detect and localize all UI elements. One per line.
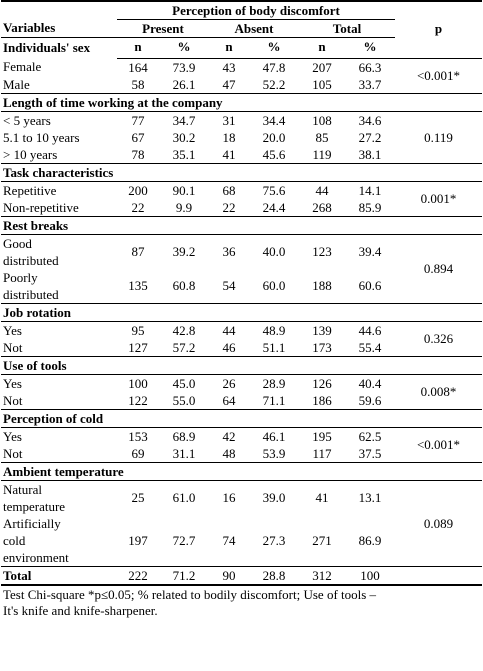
table-row: Poorly 135 60.8 54 60.0 188 60.6 bbox=[3, 269, 382, 294]
p-value: 0.119 bbox=[424, 129, 453, 145]
table-row: Good 87 39.2 36 40.0 123 39.4 0.894 bbox=[1, 235, 482, 277]
p-value: 0.001* bbox=[420, 191, 457, 206]
table-row-total: Total 222 71.2 90 28.8 312 100 bbox=[1, 566, 482, 586]
header-pct: % bbox=[267, 38, 281, 54]
section-cold: Perception of cold bbox=[1, 409, 482, 428]
discomfort-table: Perception of body discomfort Variables … bbox=[1, 0, 482, 586]
table-row: Yes 100 45.0 26 28.9 126 40.4 0.008* bbox=[1, 375, 482, 400]
section-length: Length of time working at the company bbox=[1, 93, 482, 112]
p-value: <0.001* bbox=[416, 437, 461, 452]
section-task: Task characteristics bbox=[1, 163, 482, 182]
header-n: n bbox=[318, 38, 326, 54]
table-row: Male 58 26.1 47 52.2 105 33.7 bbox=[3, 76, 382, 92]
table-row: Yes 153 68.9 42 46.1 195 62.5 <0.001* bbox=[1, 428, 482, 453]
header-variables: Variables bbox=[3, 20, 56, 36]
p-value: 0.089 bbox=[423, 515, 454, 531]
p-value: 0.326 bbox=[423, 331, 454, 346]
table-row: Not 122 55.0 64 71.1 186 59.6 bbox=[3, 392, 382, 408]
section-ambient: Ambient temperature bbox=[1, 462, 482, 481]
table-row: > 10 years 78 35.1 41 45.6 119 38.1 bbox=[3, 146, 382, 162]
p-value: 0.008* bbox=[420, 384, 457, 399]
table-row: < 5 years 77 34.7 31 34.4 108 34.6 0.119 bbox=[1, 112, 482, 145]
section-tools: Use of tools bbox=[1, 356, 482, 375]
p-value: 0.894 bbox=[423, 261, 454, 276]
footnote: Test Chi-square *p≤0.05; % related to bo… bbox=[3, 587, 377, 618]
table-row: Non-repetitive 22 9.9 22 24.4 268 85.9 bbox=[3, 199, 382, 215]
header-pct: % bbox=[177, 38, 191, 54]
table-row: 5.1 to 10 years 67 30.2 18 20.0 85 27.2 bbox=[3, 129, 382, 145]
header-absent: Absent bbox=[209, 19, 299, 38]
header-n: n bbox=[225, 38, 233, 54]
table-row: Yes 95 42.8 44 48.9 139 44.6 0.326 bbox=[1, 322, 482, 347]
section-individuals-sex: Individuals' sex bbox=[1, 37, 117, 59]
table-row: Not 127 57.2 46 51.1 173 55.4 bbox=[3, 339, 382, 355]
section-rest: Rest breaks bbox=[1, 216, 482, 235]
header-p: p bbox=[434, 20, 443, 36]
header-perception: Perception of body discomfort bbox=[117, 0, 395, 20]
table-row: Artificially 197 72.7 74 27.3 271 86.9 bbox=[3, 515, 382, 548]
section-job: Job rotation bbox=[1, 303, 482, 322]
header-present: Present bbox=[117, 19, 209, 38]
table-row: Female 164 73.9 43 47.8 207 66.3 <0.001* bbox=[1, 59, 482, 83]
p-value: <0.001* bbox=[416, 68, 461, 83]
table-row: Natural 25 61.0 16 39.0 41 13.1 0.089 bbox=[1, 481, 482, 531]
table-row: Repetitive 200 90.1 68 75.6 44 14.1 0.00… bbox=[1, 182, 482, 207]
header-total: Total bbox=[299, 19, 395, 38]
table-row: Not 69 31.1 48 53.9 117 37.5 bbox=[3, 445, 382, 461]
header-n: n bbox=[134, 38, 142, 54]
header-pct: % bbox=[363, 38, 377, 54]
